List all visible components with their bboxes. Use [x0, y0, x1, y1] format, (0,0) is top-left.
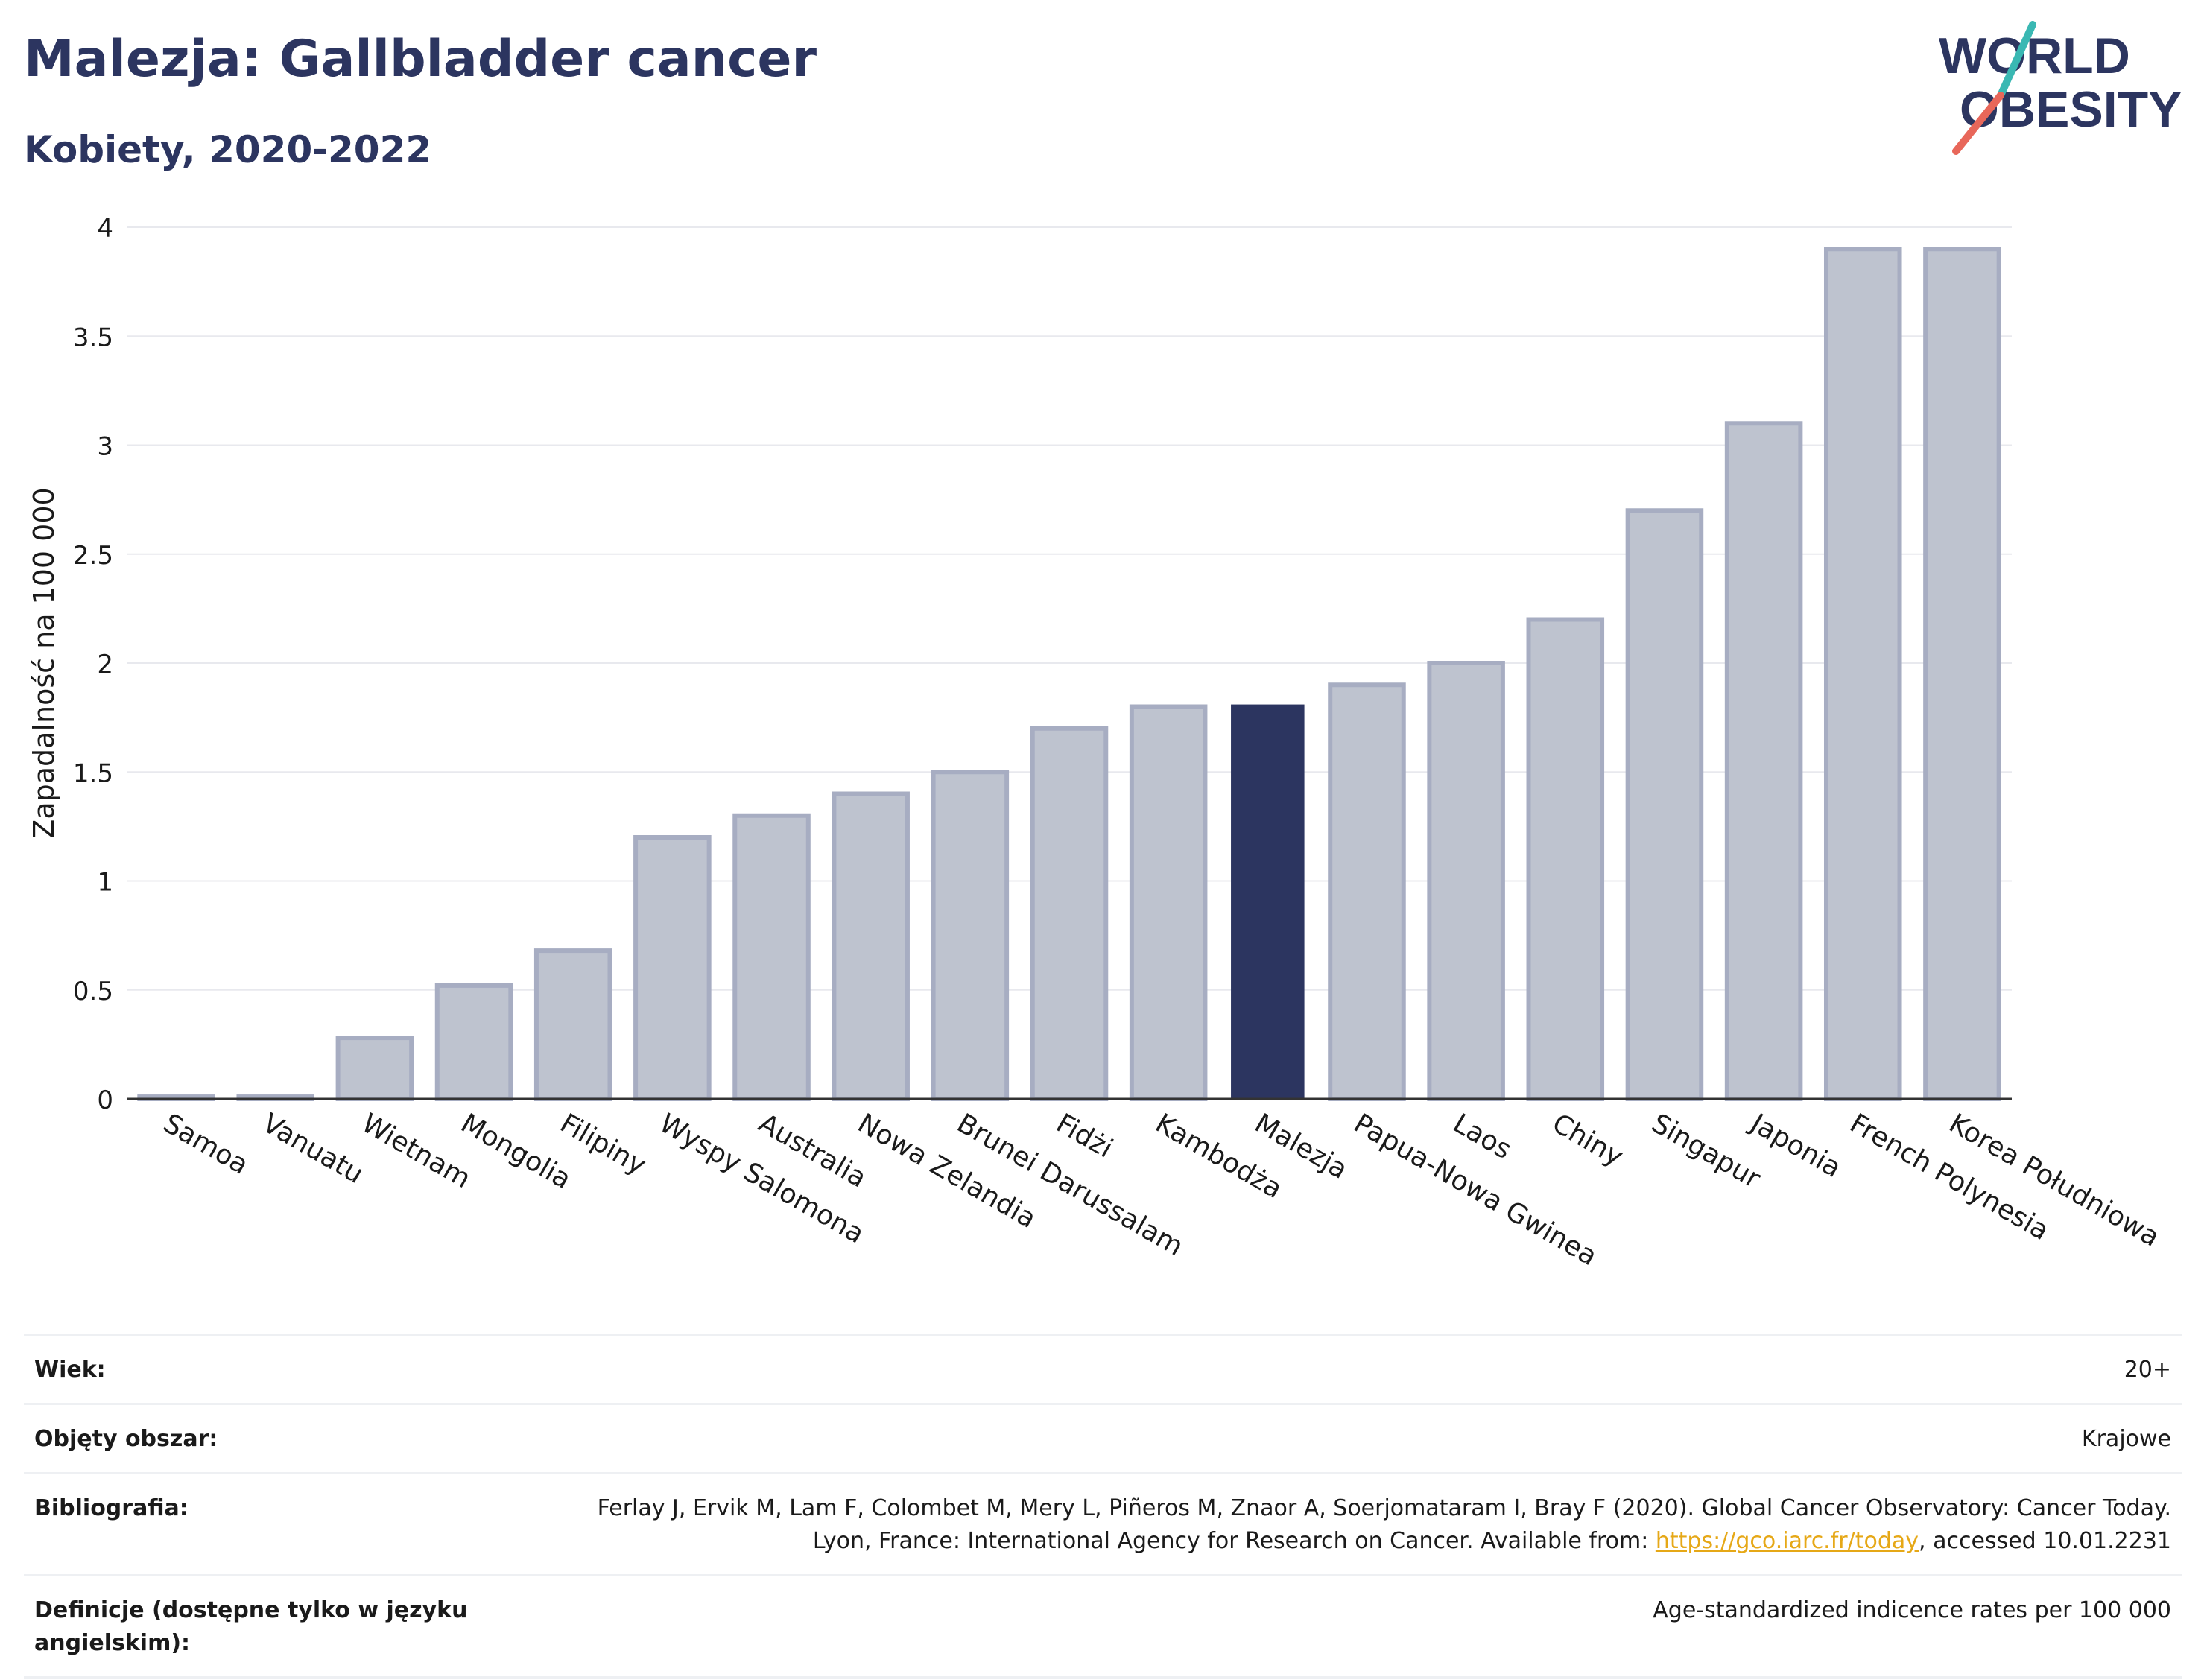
meta-row-age: Wiek: 20+ [24, 1334, 2182, 1403]
bar-papua-nowa-gwinea [1328, 682, 1406, 1101]
bar-australia [732, 813, 811, 1101]
y-tick-label: 0 [97, 1085, 113, 1115]
chart-title: Malezja: Gallbladder cancer [24, 30, 817, 89]
y-tick-label: 2 [97, 650, 113, 679]
bar-brunei-darussalam [931, 770, 1010, 1101]
world-obesity-logo: WORLD OBESITY [1939, 21, 2182, 155]
y-tick-label: 1.5 [73, 758, 113, 788]
bibliography-text: Ferlay J, Ervik M, Lam F, Colombet M, Me… [597, 1495, 2171, 1554]
chart-subtitle: Kobiety, 2020-2022 [24, 128, 432, 171]
y-tick-label: 3 [97, 432, 113, 462]
y-tick-label: 2.5 [73, 541, 113, 571]
x-tick-label: Laos [1448, 1108, 1516, 1165]
logo-word-obesity: OBESITY [1960, 81, 2182, 138]
bar-kambodża [1129, 704, 1208, 1101]
bar-french-polynesia [1823, 247, 1902, 1101]
x-tick-label: Nowa Zelandia [852, 1108, 1041, 1234]
logo-slash-teal [1997, 21, 2036, 99]
meta-label-bibliography: Bibliografia: [34, 1495, 189, 1521]
bar-nowa-zelandia [832, 791, 910, 1101]
x-tick-label: Wietnam [356, 1108, 475, 1194]
bar-malezja [1231, 704, 1305, 1099]
x-tick-label: Fidżi [1051, 1108, 1118, 1164]
x-tick-label: Chiny [1547, 1108, 1628, 1173]
meta-value-coverage: Krajowe [2081, 1426, 2171, 1452]
bar-wyspy-salomona [633, 835, 712, 1101]
meta-label-coverage: Objęty obszar: [34, 1426, 218, 1452]
y-tick-label: 1 [97, 868, 113, 898]
bar-chart: 0 0.5 1 1.5 2 2.5 3 3.5 4 Samoa VanuatuWietnamMon… [28, 214, 2165, 1272]
meta-value-bibliography: Ferlay J, Ervik M, Lam F, Colombet M, Me… [569, 1492, 2171, 1558]
meta-row-definitions: Definicje (dostępne tylko w języku angie… [24, 1574, 2182, 1679]
x-tick-label: Vanuatu [257, 1108, 368, 1190]
bar-wietnam [335, 1036, 414, 1101]
meta-row-bibliography: Bibliografia: Ferlay J, Ervik M, Lam F, … [24, 1472, 2182, 1574]
bars [137, 247, 2001, 1102]
y-tick-label: 3.5 [73, 323, 113, 352]
meta-value-definitions: Age-standardized indicence rates per 100… [1653, 1597, 2171, 1623]
y-axis-label: Zapadalność na 100 000 [28, 487, 60, 838]
bar-chiny [1526, 617, 1605, 1101]
meta-label-age: Wiek: [34, 1357, 106, 1383]
bibliography-link[interactable]: https://gco.iarc.fr/today [1655, 1528, 1919, 1554]
bar-singapur [1625, 508, 1704, 1101]
x-tick-label: Singapur [1646, 1108, 1765, 1194]
bar-mongolia [434, 983, 513, 1102]
bar-korea-południowa [1923, 247, 2001, 1101]
metadata-table: Wiek: 20+ Objęty obszar: Krajowe Bibliog… [24, 1334, 2182, 1679]
y-tick-label: 0.5 [73, 977, 113, 1007]
meta-value-age: 20+ [2124, 1357, 2171, 1383]
logo-slash-red [1952, 92, 2004, 155]
x-tick-label: Mongolia [456, 1108, 577, 1195]
meta-row-coverage: Objęty obszar: Krajowe [24, 1403, 2182, 1472]
bar-fidżi [1030, 726, 1109, 1101]
meta-label-definitions: Definicje (dostępne tylko w języku angie… [34, 1597, 468, 1656]
x-tick-label: Samoa [158, 1108, 253, 1181]
bar-filipiny [533, 948, 612, 1101]
bibliography-accessed: , accessed 10.01.2231 [1919, 1528, 2171, 1554]
bar-laos [1427, 661, 1505, 1101]
y-axis-ticks: 0 0.5 1 1.5 2 2.5 3 3.5 4 [73, 214, 113, 1115]
bar-japonia [1724, 421, 1803, 1101]
y-tick-label: 4 [97, 214, 113, 244]
logo-word-world: WORLD [1939, 28, 2130, 84]
